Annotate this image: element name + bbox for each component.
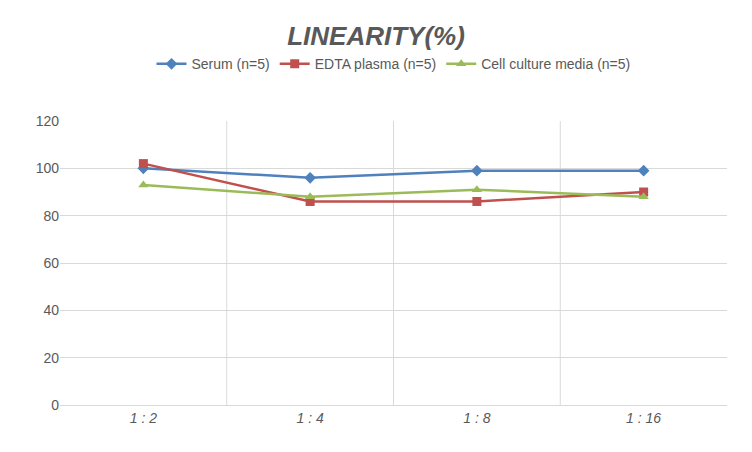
svg-text:EDTA plasma (n=5): EDTA plasma (n=5)	[315, 56, 437, 72]
svg-text:0: 0	[51, 397, 59, 413]
svg-text:LINEARITY(%): LINEARITY(%)	[287, 21, 465, 51]
svg-text:20: 20	[43, 350, 59, 366]
svg-text:60: 60	[43, 255, 59, 271]
svg-text:100: 100	[36, 160, 60, 176]
svg-text:Cell culture media (n=5): Cell culture media (n=5)	[481, 56, 630, 72]
svg-text:80: 80	[43, 208, 59, 224]
svg-text:120: 120	[36, 113, 60, 129]
svg-text:40: 40	[43, 302, 59, 318]
svg-text:1 : 4: 1 : 4	[297, 410, 324, 426]
svg-text:1 : 16: 1 : 16	[626, 410, 661, 426]
svg-text:Serum (n=5): Serum (n=5)	[192, 56, 270, 72]
svg-text:1 : 2: 1 : 2	[130, 410, 157, 426]
svg-text:1 : 8: 1 : 8	[463, 410, 490, 426]
